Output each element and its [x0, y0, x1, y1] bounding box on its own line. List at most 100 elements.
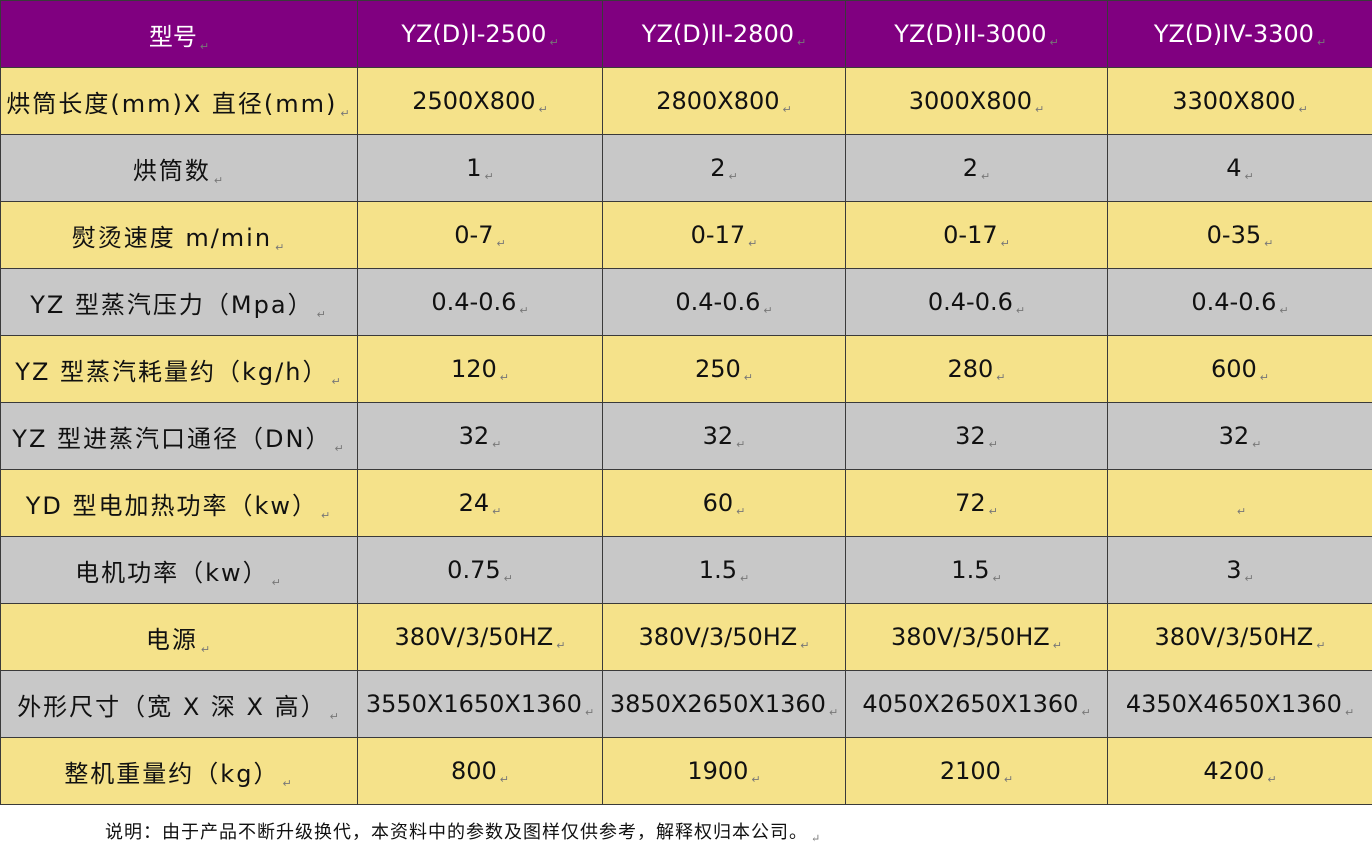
- cell-value: 380V/3/50HZ: [394, 623, 554, 651]
- cell-value: 0.4-0.6: [431, 288, 517, 316]
- value-cell: 60 ↵: [602, 469, 846, 537]
- cell-value: 32: [458, 422, 490, 450]
- paragraph-mark-icon: ↵: [988, 438, 998, 451]
- paragraph-mark-icon: ↵: [736, 505, 746, 518]
- cell-value: 4050X2650X1360: [862, 690, 1079, 718]
- header-row: 型号 ↵ YZ(D)I-2500 ↵ YZ(D)II-2800 ↵ YZ(D)II-3…: [0, 0, 1372, 68]
- cell-value: 0.4-0.6: [675, 288, 761, 316]
- table-row: 电源 ↵ 380V/3/50HZ ↵ 380V/3/50HZ ↵ 380V/3/50HZ ↵ 3…: [0, 603, 1372, 671]
- paragraph-mark-icon: ↵: [316, 307, 328, 321]
- cell-value: 1.5: [698, 556, 737, 584]
- cell-value: 0-7: [454, 221, 494, 249]
- value-cell: 4050X2650X1360 ↵: [845, 670, 1108, 738]
- row-label-cell: 电机功率（kw） ↵: [0, 536, 358, 604]
- header-model-cell: YZ(D)II-2800 ↵: [602, 0, 846, 68]
- value-cell: 24 ↵: [357, 469, 603, 537]
- paragraph-mark-icon: ↵: [1298, 103, 1308, 116]
- value-cell: 0-17 ↵: [602, 201, 846, 269]
- paragraph-mark-icon: ↵: [1052, 639, 1062, 652]
- paragraph-mark-icon: ↵: [503, 572, 513, 585]
- cell-value: 1.5: [951, 556, 990, 584]
- cell-value: 32: [955, 422, 986, 450]
- table-row: YZ 型蒸汽压力（Mpa） ↵ 0.4-0.6 ↵ 0.4-0.6 ↵ 0.4-0.6 ↵ 0.…: [0, 268, 1372, 336]
- paragraph-mark-icon: ↵: [331, 374, 343, 388]
- row-label-cell: 电源 ↵: [0, 603, 358, 671]
- cell-value: 2: [962, 154, 979, 182]
- value-cell: 0.4-0.6 ↵: [845, 268, 1108, 336]
- cell-value: 380V/3/50HZ: [638, 623, 798, 651]
- cell-value: 0-17: [690, 221, 746, 249]
- paragraph-mark-icon: ↵: [1316, 639, 1326, 652]
- paragraph-mark-icon: ↵: [748, 237, 758, 250]
- row-label: 熨烫速度 m/min: [71, 223, 273, 252]
- paragraph-mark-icon: ↵: [538, 103, 548, 116]
- value-cell: 2500X800 ↵: [357, 67, 603, 135]
- row-label: 烘筒长度(mm)X 直径(mm): [6, 89, 338, 118]
- paragraph-mark-icon: ↵: [763, 304, 773, 317]
- paragraph-mark-icon: ↵: [811, 832, 822, 845]
- cell-value: 3850X2650X1360: [609, 690, 826, 718]
- cell-value: 0.75: [447, 556, 501, 584]
- value-cell: 4 ↵: [1107, 134, 1372, 202]
- value-cell: 0.4-0.6 ↵: [357, 268, 603, 336]
- value-cell: 280 ↵: [845, 335, 1108, 403]
- paragraph-mark-icon: ↵: [1035, 103, 1045, 116]
- paragraph-mark-icon: ↵: [996, 371, 1006, 384]
- row-label: YZ 型蒸汽压力（Mpa）: [30, 290, 314, 319]
- header-model: YZ(D)II-2800: [641, 20, 794, 48]
- header-label: 型号: [148, 22, 197, 51]
- value-cell: 0.4-0.6 ↵: [602, 268, 846, 336]
- value-cell: 32 ↵: [1107, 402, 1372, 470]
- header-model-cell: YZ(D)I-2500 ↵: [357, 0, 603, 68]
- paragraph-mark-icon: ↵: [782, 103, 792, 116]
- value-cell: 800 ↵: [357, 737, 603, 805]
- value-cell: 32 ↵: [357, 402, 603, 470]
- value-cell: 120 ↵: [357, 335, 603, 403]
- value-cell: 32 ↵: [845, 402, 1108, 470]
- paragraph-mark-icon: ↵: [275, 240, 287, 254]
- cell-value: 1900: [687, 757, 749, 785]
- value-cell: 0-35 ↵: [1107, 201, 1372, 269]
- value-cell: ↵: [1107, 469, 1372, 537]
- cell-value: 0.4-0.6: [1191, 288, 1277, 316]
- cell-value: 1: [466, 154, 482, 182]
- value-cell: 380V/3/50HZ ↵: [602, 603, 846, 671]
- paragraph-mark-icon: ↵: [213, 173, 226, 187]
- paragraph-mark-icon: ↵: [992, 572, 1002, 585]
- paragraph-mark-icon: ↵: [981, 170, 991, 183]
- cell-value: 3550X1650X1360: [365, 690, 582, 718]
- row-label-cell: YZ 型进蒸汽口通径（DN） ↵: [0, 402, 358, 470]
- cell-value: 4200: [1203, 757, 1265, 785]
- table-row: 电机功率（kw） ↵ 0.75 ↵ 1.5 ↵ 1.5 ↵ 3 ↵: [0, 536, 1372, 604]
- paragraph-mark-icon: ↵: [484, 170, 494, 183]
- table-row: YZ 型进蒸汽口通径（DN） ↵ 32 ↵ 32 ↵ 32 ↵ 32 ↵: [0, 402, 1372, 470]
- cell-value: 0.4-0.6: [927, 288, 1013, 316]
- value-cell: 3000X800 ↵: [845, 67, 1108, 135]
- paragraph-mark-icon: ↵: [499, 371, 510, 384]
- value-cell: 72 ↵: [845, 469, 1108, 537]
- paragraph-mark-icon: ↵: [828, 706, 839, 719]
- row-label: 电机功率（kw）: [75, 558, 269, 587]
- paragraph-mark-icon: ↵: [334, 441, 346, 455]
- paragraph-mark-icon: ↵: [1344, 706, 1355, 719]
- value-cell: 4200 ↵: [1107, 737, 1372, 805]
- paragraph-mark-icon: ↵: [743, 371, 754, 384]
- cell-value: 2800X800: [656, 87, 780, 115]
- cell-value: 3000X800: [908, 87, 1033, 115]
- paragraph-mark-icon: ↵: [1236, 505, 1247, 518]
- value-cell: 3550X1650X1360 ↵: [357, 670, 603, 738]
- paragraph-mark-icon: ↵: [1267, 773, 1277, 786]
- footnote: 说明：由于产品不断升级换代，本资料中的参数及图样仅供参考，解释权归本公司。 ↵: [105, 818, 821, 844]
- cell-value: 3300X800: [1172, 87, 1296, 115]
- value-cell: 1.5 ↵: [845, 536, 1108, 604]
- paragraph-mark-icon: ↵: [549, 36, 559, 49]
- table-row: 整机重量约（kg） ↵ 800 ↵ 1900 ↵ 2100 ↵ 4200 ↵: [0, 737, 1372, 805]
- table-row: 烘筒长度(mm)X 直径(mm) ↵ 2500X800 ↵ 2800X800 ↵ 3000X…: [0, 67, 1372, 135]
- table-row: 外形尺寸（宽 X 深 X 高） ↵ 3550X1650X1360 ↵ 3850X2650…: [0, 670, 1372, 738]
- cell-value: 32: [1218, 422, 1250, 450]
- value-cell: 380V/3/50HZ ↵: [1107, 603, 1372, 671]
- paragraph-mark-icon: ↵: [271, 575, 283, 589]
- cell-value: 2500X800: [412, 87, 536, 115]
- table-row: 烘筒数 ↵ 1 ↵ 2 ↵ 2 ↵ 4 ↵: [0, 134, 1372, 202]
- paragraph-mark-icon: ↵: [800, 639, 810, 652]
